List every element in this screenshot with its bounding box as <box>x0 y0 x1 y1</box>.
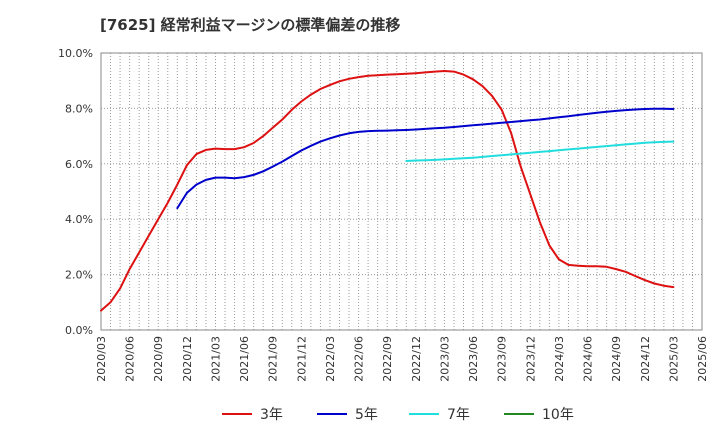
x-tick-label: 2022/03 <box>324 336 337 382</box>
x-tick-label: 2023/03 <box>438 336 451 382</box>
y-axis-ticks: 0.0% 2.0% 4.0% 6.0% 8.0% 10.0% <box>58 47 93 337</box>
x-tick-label: 2025/03 <box>667 336 680 382</box>
y-tick-label: 10.0% <box>58 47 93 60</box>
x-tick-label: 2021/12 <box>295 336 308 382</box>
series-lines <box>100 70 675 312</box>
x-tick-label: 2022/12 <box>410 336 423 382</box>
y-tick-label: 2.0% <box>65 269 93 282</box>
x-axis-ticks: 2020/03 2020/06 2020/09 2020/12 2021/03 2021/… <box>95 336 709 382</box>
y-tick-label: 4.0% <box>65 213 93 226</box>
x-tick-label: 2021/09 <box>267 336 280 382</box>
x-tick-label: 2020/12 <box>181 336 194 382</box>
x-tick-label: 2021/06 <box>238 336 251 382</box>
x-tick-label: 2025/06 <box>696 336 709 382</box>
legend: 3年 5年 7年 10年 <box>222 407 574 423</box>
x-tick-label: 2024/09 <box>610 336 623 382</box>
x-tick-label: 2024/03 <box>553 336 566 382</box>
chart-title: [7625] 経常利益マージンの標準偏差の推移 <box>100 16 400 34</box>
legend-label-3: 7年 <box>447 407 470 423</box>
x-tick-label: 2020/03 <box>95 336 108 382</box>
x-tick-label: 2023/06 <box>467 336 480 382</box>
x-tick-label: 2024/06 <box>582 336 595 382</box>
x-tick-label: 2021/03 <box>209 336 222 382</box>
x-tick-label: 2023/09 <box>496 336 509 382</box>
x-tick-label: 2024/12 <box>639 336 652 382</box>
legend-label-1: 3年 <box>260 407 283 423</box>
series-line-1 <box>100 70 675 312</box>
x-tick-label: 2020/06 <box>124 336 137 382</box>
y-tick-label: 8.0% <box>65 102 93 115</box>
y-tick-label: 6.0% <box>65 158 93 171</box>
y-tick-label: 0.0% <box>65 324 93 337</box>
x-tick-label: 2022/09 <box>381 336 394 382</box>
x-tick-label: 2020/09 <box>152 336 165 382</box>
x-tick-label: 2023/12 <box>524 336 537 382</box>
legend-label-2: 5年 <box>355 407 378 423</box>
legend-label-4: 10年 <box>542 407 574 423</box>
plot-frame <box>100 52 703 331</box>
series-line-3 <box>405 140 675 162</box>
x-tick-label: 2022/06 <box>353 336 366 382</box>
grid <box>100 52 703 331</box>
series-line-2 <box>176 107 675 210</box>
